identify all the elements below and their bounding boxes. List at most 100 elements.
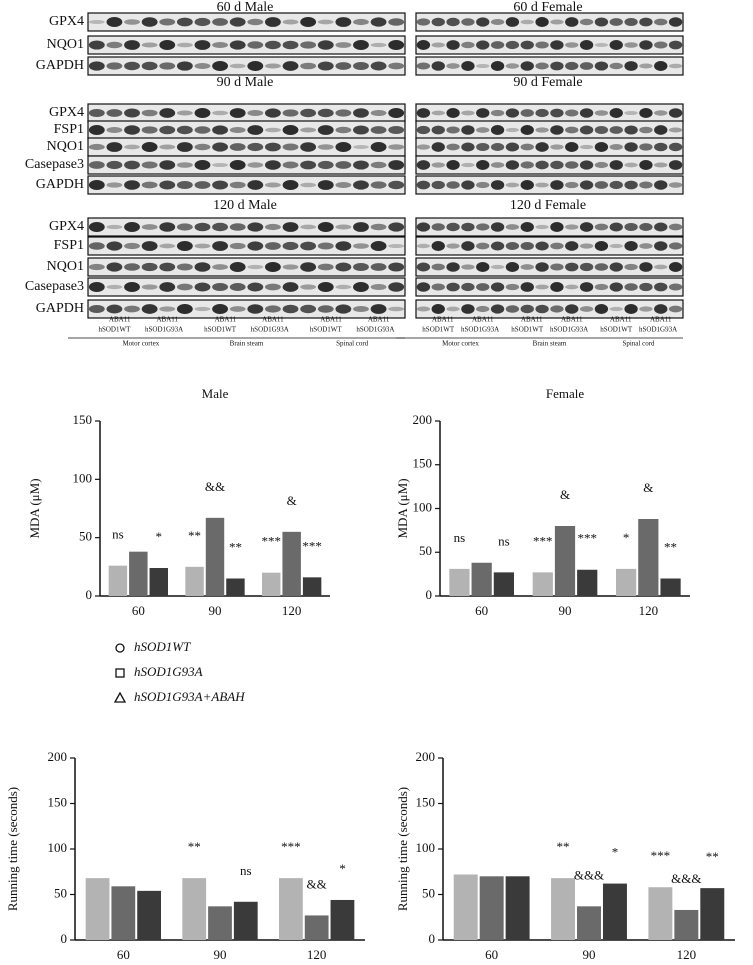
legend-marker <box>113 691 127 703</box>
blot-band <box>446 63 460 69</box>
blot-band <box>550 108 564 118</box>
blot-band <box>300 241 317 251</box>
blot-band <box>476 262 490 272</box>
blot-band <box>639 126 653 134</box>
blot-band <box>229 242 246 250</box>
blot-band <box>300 262 317 272</box>
bar <box>279 878 303 940</box>
blot-band <box>212 304 229 314</box>
blot-band <box>229 126 246 134</box>
y-tick-label: 150 <box>73 412 93 427</box>
lane-label: hSOD1WT <box>422 326 455 334</box>
x-tick-label: 120 <box>307 947 327 962</box>
annotation: *** <box>577 531 597 546</box>
blot-band <box>668 305 683 313</box>
blot-band <box>247 125 264 135</box>
blot-band <box>388 62 405 70</box>
blot-title: 90 d Female <box>513 75 582 90</box>
blot-band <box>335 262 352 272</box>
blot-band <box>88 108 105 118</box>
blot-band <box>176 125 193 135</box>
blot-label: GPX4 <box>49 219 84 234</box>
blot-band <box>624 304 638 314</box>
blot-band <box>609 62 623 70</box>
y-tick-label: 200 <box>416 749 436 764</box>
blot-band <box>594 223 609 231</box>
blot-band <box>88 242 105 250</box>
blot-band <box>668 108 683 118</box>
blot-band <box>88 180 105 190</box>
blot-band <box>388 282 405 292</box>
blot-band <box>624 162 638 168</box>
blot-band <box>490 264 505 270</box>
blot-label: NQO1 <box>47 37 84 52</box>
blot-band <box>520 40 534 50</box>
blot-band <box>624 42 638 48</box>
y-tick-label: 50 <box>419 543 432 558</box>
blot-band <box>124 180 140 190</box>
lane-label: hSOD1WT <box>511 326 544 334</box>
y-axis-label: Running time (seconds) <box>395 787 410 911</box>
y-tick-label: 100 <box>416 840 436 855</box>
lane-label: ABA11 <box>109 316 131 324</box>
blot-band <box>194 63 211 69</box>
blot-band <box>550 305 564 313</box>
blot-band <box>520 242 534 250</box>
blot-band <box>416 282 431 292</box>
blot-band <box>229 63 246 69</box>
x-tick-label: 60 <box>475 603 488 618</box>
bar <box>282 531 301 596</box>
blot-band <box>639 143 653 151</box>
blot-band <box>159 108 176 118</box>
bar <box>554 526 576 596</box>
blot-band <box>505 262 520 272</box>
blot-band <box>446 222 460 232</box>
bar <box>505 876 530 940</box>
blot-band <box>520 304 534 314</box>
blot-band <box>282 241 299 251</box>
blot-band <box>370 161 387 169</box>
blot-band <box>353 40 369 50</box>
blot-band <box>668 17 683 27</box>
blot-band <box>317 282 334 292</box>
annotation: *** <box>533 533 553 548</box>
blot-band <box>388 243 405 249</box>
blot-band <box>176 263 193 271</box>
bar <box>185 566 204 596</box>
blot-band <box>264 305 281 313</box>
blot-band <box>159 222 176 232</box>
blot-band <box>446 160 460 170</box>
blot-band <box>461 41 475 49</box>
blot-band <box>370 61 387 71</box>
blot-label: NQO1 <box>47 139 84 154</box>
blot-band <box>176 304 193 314</box>
blot-band <box>282 143 299 151</box>
blot-band <box>106 17 123 27</box>
blot-band <box>431 61 445 71</box>
blot-band <box>194 17 211 27</box>
lane-label: hSOD1WT <box>600 326 633 334</box>
blot-band <box>520 125 534 135</box>
x-tick-label: 60 <box>132 603 145 618</box>
blot-label: FSP1 <box>54 238 84 253</box>
blot-band <box>431 263 445 271</box>
blot-band <box>609 262 623 272</box>
blot-band <box>264 160 281 170</box>
blot-band <box>505 108 520 118</box>
blot-band <box>654 264 668 270</box>
blot-band <box>535 41 549 49</box>
blot-band <box>431 42 445 48</box>
blot-band <box>264 63 281 69</box>
blot-band <box>579 160 594 170</box>
blot-title: 120 d Female <box>510 198 586 213</box>
chart-title: Female <box>546 386 584 401</box>
blot-strip <box>87 236 406 256</box>
blot-band <box>579 222 594 232</box>
blot-band <box>124 222 140 232</box>
blot-band <box>370 17 387 27</box>
blot-band <box>300 160 317 170</box>
y-tick-label: 0 <box>86 587 93 602</box>
annotation: & <box>643 480 653 495</box>
blot-band <box>505 63 520 69</box>
tissue-label: Spinal cord <box>622 340 655 348</box>
